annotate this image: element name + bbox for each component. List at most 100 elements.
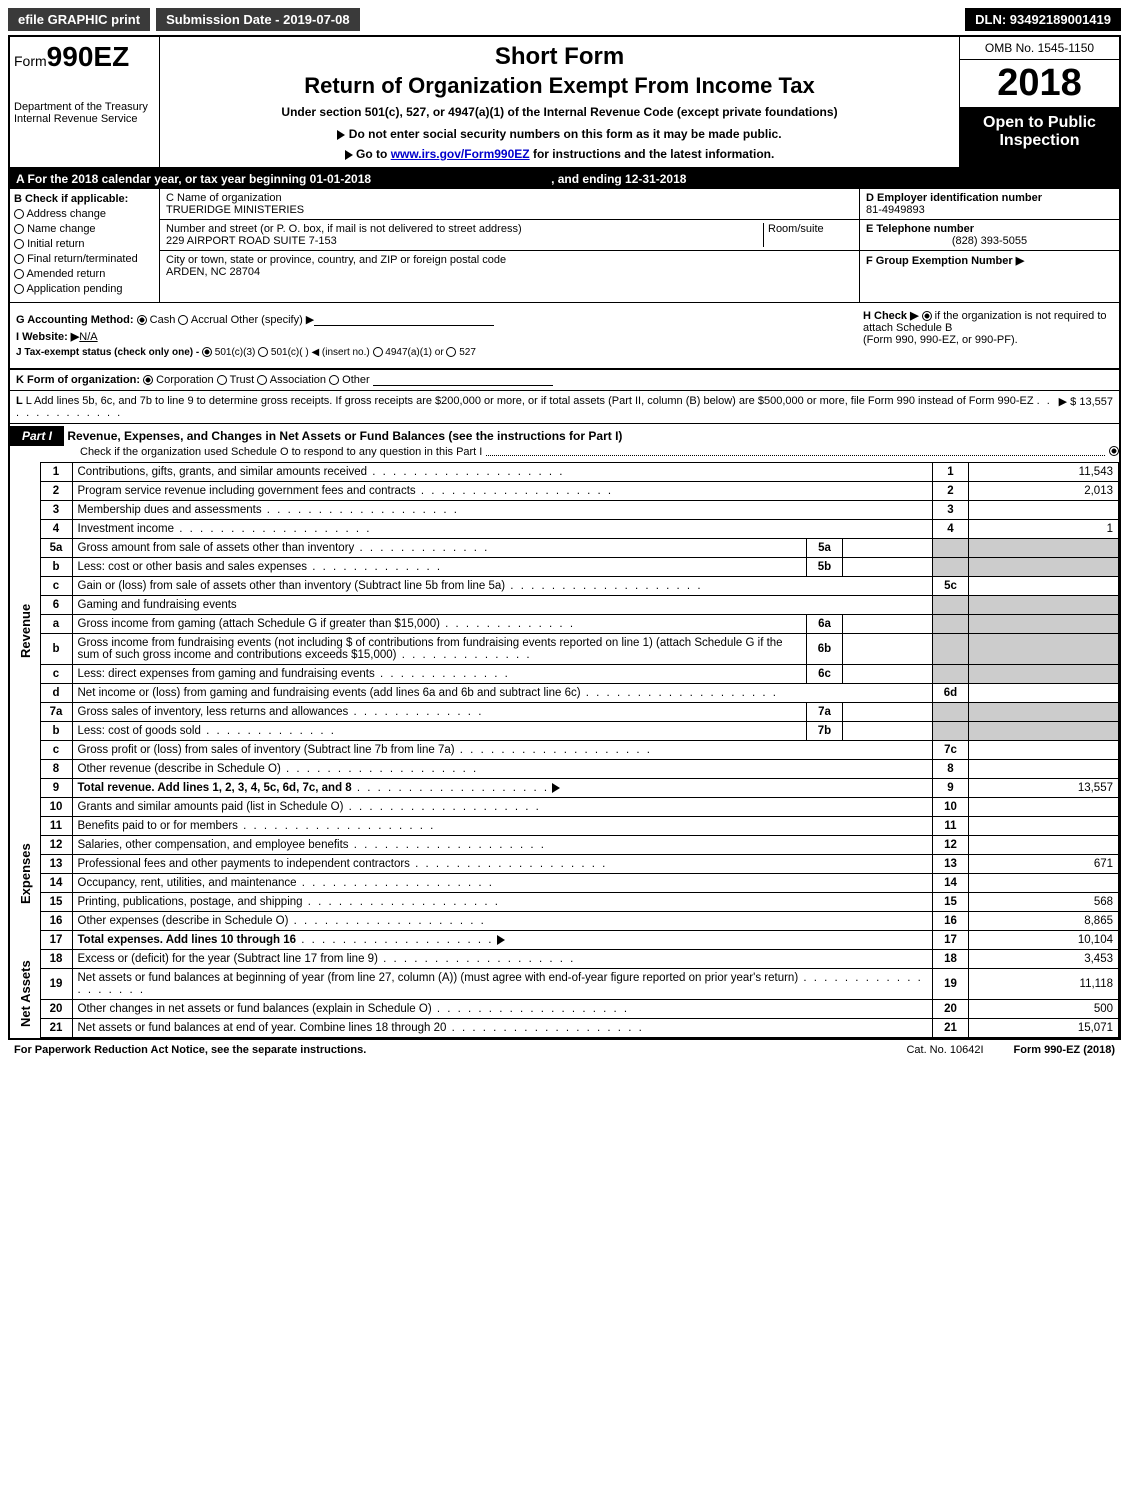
line-value — [969, 798, 1119, 817]
line-ref: 21 — [933, 1019, 969, 1038]
checkbox-amended[interactable] — [14, 269, 24, 279]
sub-line-number: 6a — [807, 615, 843, 634]
line-number: 7a — [40, 703, 72, 722]
irs-link[interactable]: www.irs.gov/Form990EZ — [391, 147, 530, 161]
line-number: c — [40, 577, 72, 596]
room-suite-label: Room/suite — [763, 223, 853, 247]
line-value: 3,453 — [969, 950, 1119, 969]
line-number: 21 — [40, 1019, 72, 1038]
radio-cash[interactable] — [137, 315, 147, 325]
radio-association[interactable] — [257, 375, 267, 385]
c-name-label: C Name of organization — [166, 192, 282, 204]
line-desc: Investment income — [72, 520, 933, 539]
line-number: 3 — [40, 501, 72, 520]
radio-501c3[interactable] — [202, 347, 212, 357]
line-number: b — [40, 558, 72, 577]
side-label: Net Assets — [10, 950, 40, 1038]
line-value: 11,118 — [969, 969, 1119, 1000]
line-ref: 12 — [933, 836, 969, 855]
line-value — [969, 577, 1119, 596]
line-number: 1 — [40, 463, 72, 482]
line-number: 11 — [40, 817, 72, 836]
line-ref: 13 — [933, 855, 969, 874]
radio-4947[interactable] — [373, 347, 383, 357]
line-ref: 3 — [933, 501, 969, 520]
line-desc: Other changes in net assets or fund bala… — [72, 1000, 933, 1019]
line-number: 15 — [40, 893, 72, 912]
sub-line-number: 6b — [807, 634, 843, 665]
line-number: b — [40, 634, 72, 665]
line-value — [969, 836, 1119, 855]
line-value: 13,557 — [969, 779, 1119, 798]
line-desc: Other expenses (describe in Schedule O) — [72, 912, 933, 931]
under-section: Under section 501(c), 527, or 4947(a)(1)… — [168, 105, 951, 119]
line-desc: Other revenue (describe in Schedule O) — [72, 760, 933, 779]
line-desc: Less: cost or other basis and sales expe… — [72, 558, 807, 577]
line-desc: Occupancy, rent, utilities, and maintena… — [72, 874, 933, 893]
line-value — [969, 874, 1119, 893]
line-value — [969, 817, 1119, 836]
row-k-label: K Form of organization: — [16, 374, 140, 386]
org-address: 229 AIRPORT ROAD SUITE 7-153 — [166, 235, 337, 247]
line-desc: Less: direct expenses from gaming and fu… — [72, 665, 807, 684]
radio-501c[interactable] — [258, 347, 268, 357]
line-desc: Net assets or fund balances at end of ye… — [72, 1019, 933, 1038]
line-number: 10 — [40, 798, 72, 817]
form-number: 990EZ — [47, 41, 130, 72]
radio-trust[interactable] — [217, 375, 227, 385]
line-value — [969, 760, 1119, 779]
sub-line-number: 5a — [807, 539, 843, 558]
radio-corporation[interactable] — [143, 375, 153, 385]
line-number: 6 — [40, 596, 72, 615]
tel-value: (828) 393-5055 — [866, 235, 1113, 247]
checkbox-name-change[interactable] — [14, 224, 24, 234]
radio-527[interactable] — [446, 347, 456, 357]
checkbox-initial-return[interactable] — [14, 239, 24, 249]
dept-treasury: Department of the Treasury — [14, 101, 155, 113]
side-label: Revenue — [10, 463, 40, 798]
checkbox-pending[interactable] — [14, 284, 24, 294]
other-specify-input[interactable] — [314, 314, 494, 326]
line-ref: 19 — [933, 969, 969, 1000]
line-number: 16 — [40, 912, 72, 931]
line-desc: Gaming and fundraising events — [72, 596, 933, 615]
line-value: 568 — [969, 893, 1119, 912]
line-ref: 1 — [933, 463, 969, 482]
line-number: 12 — [40, 836, 72, 855]
checkbox-schedule-b[interactable] — [922, 311, 932, 321]
row-j-label: J Tax-exempt status (check only one) - — [16, 347, 199, 358]
line-number: b — [40, 722, 72, 741]
dln-label: DLN: 93492189001419 — [965, 8, 1121, 31]
line-number: 20 — [40, 1000, 72, 1019]
line-desc: Membership dues and assessments — [72, 501, 933, 520]
submission-date-label: Submission Date - 2019-07-08 — [156, 8, 360, 31]
part1-check-text: Check if the organization used Schedule … — [80, 446, 482, 460]
line-number: 5a — [40, 539, 72, 558]
footer-cat: Cat. No. 10642I — [906, 1044, 983, 1056]
checkbox-final-return[interactable] — [14, 254, 24, 264]
line-ref: 11 — [933, 817, 969, 836]
line-ref: 7c — [933, 741, 969, 760]
line-number: 13 — [40, 855, 72, 874]
sub-line-value — [843, 722, 933, 741]
radio-accrual[interactable] — [178, 315, 188, 325]
line-ref: 4 — [933, 520, 969, 539]
line-desc: Printing, publications, postage, and shi… — [72, 893, 933, 912]
other-org-input[interactable] — [373, 374, 553, 386]
checkbox-address-change[interactable] — [14, 209, 24, 219]
checkbox-schedule-o[interactable] — [1109, 446, 1119, 456]
line-value: 10,104 — [969, 931, 1119, 950]
row-l-value: ▶ $ 13,557 — [1059, 395, 1113, 419]
sub-line-value — [843, 558, 933, 577]
radio-other-org[interactable] — [329, 375, 339, 385]
line-value: 671 — [969, 855, 1119, 874]
line-ref: 2 — [933, 482, 969, 501]
line-ref: 15 — [933, 893, 969, 912]
line-ref: 17 — [933, 931, 969, 950]
line-desc: Less: cost of goods sold — [72, 722, 807, 741]
efile-print-button[interactable]: efile GRAPHIC print — [8, 8, 150, 31]
line-desc: Net income or (loss) from gaming and fun… — [72, 684, 933, 703]
goto-post: for instructions and the latest informat… — [530, 147, 775, 161]
line-ref: 18 — [933, 950, 969, 969]
line-ref: 8 — [933, 760, 969, 779]
